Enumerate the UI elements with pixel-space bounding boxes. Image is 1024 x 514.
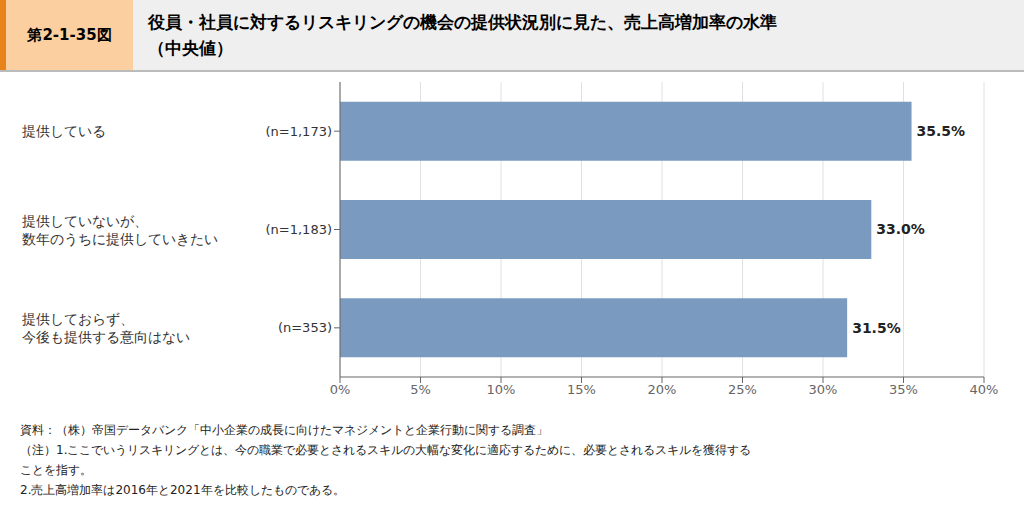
html-text:2.売上高増加率は2016年と2021年を比較したものである: 2.売上高増加率は2016年と2021年を比較したものである。 [20, 483, 345, 497]
svg-text:15%: 15% [567, 382, 596, 397]
svg-text:35.5%: 35.5% [917, 123, 966, 139]
svg-text:25%: 25% [728, 382, 757, 397]
svg-text:5%: 5% [410, 382, 431, 397]
svg-text:30%: 30% [809, 382, 838, 397]
svg-text:提供していないが、: 提供していないが、 [22, 213, 148, 229]
svg-text:(n=353): (n=353) [278, 320, 332, 335]
svg-text:(n=1,173): (n=1,173) [266, 124, 333, 139]
svg-text:31.5%: 31.5% [852, 320, 901, 336]
html-text:資料：（株）帝国データバンク「中小企業の成長に向けたマネジメ: 資料：（株）帝国データバンク「中小企業の成長に向けたマネジメントと企業行動に関す… [20, 423, 548, 437]
html-text:役員・社員に対するリスキリングの機会の提供状況別に見た、売上: 役員・社員に対するリスキリングの機会の提供状況別に見た、売上高増加率の水準 [148, 12, 777, 32]
svg-text:(n=1,183): (n=1,183) [266, 222, 333, 237]
html-text:（中央値）: （中央値） [148, 38, 233, 58]
svg-text:40%: 40% [970, 382, 999, 397]
html-text:ことを指す。: ことを指す。 [20, 463, 92, 477]
svg-text:数年のうちに提供していきたい: 数年のうちに提供していきたい [22, 231, 218, 247]
svg-text:今後も提供する意向はない: 今後も提供する意向はない [22, 329, 190, 345]
html-text:第2-1-35図: 第2-1-35図 [27, 25, 112, 44]
svg-text:10%: 10% [487, 382, 516, 397]
svg-text:提供している: 提供している [22, 123, 106, 139]
svg-text:33.0%: 33.0% [876, 221, 925, 237]
html-text:（注）1.ここでいうリスキリングとは、今の職業で必要とされる: （注）1.ここでいうリスキリングとは、今の職業で必要とされるスキルの大幅な変化に… [20, 443, 752, 457]
svg-text:提供しておらず、: 提供しておらず、 [22, 311, 134, 327]
svg-text:20%: 20% [648, 382, 677, 397]
svg-text:35%: 35% [889, 382, 918, 397]
svg-text:0%: 0% [330, 382, 351, 397]
